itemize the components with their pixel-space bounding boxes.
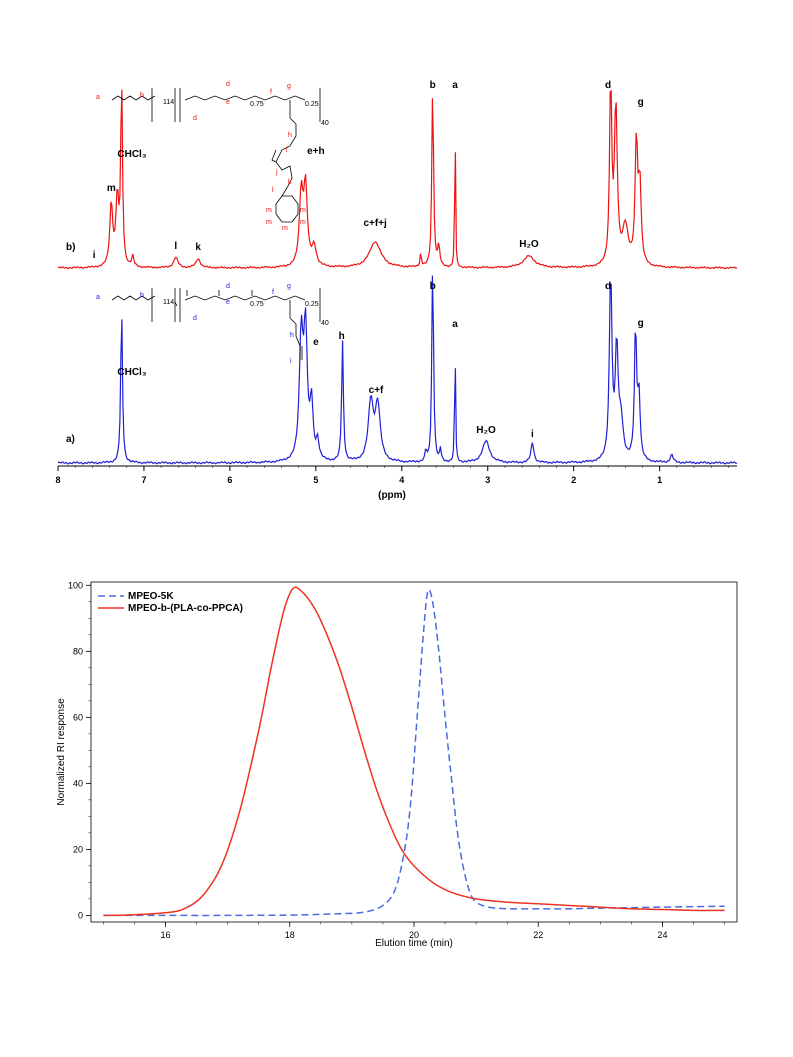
series-mpeo-5k-line bbox=[103, 588, 725, 917]
structure-b-letter-d2: d bbox=[226, 81, 230, 88]
structure-a-letter-i: i bbox=[290, 358, 292, 365]
structure-a-letter-d2: d bbox=[226, 283, 230, 290]
spectrum-b-line bbox=[57, 89, 738, 270]
structure-b-sub-114: 114 bbox=[163, 99, 174, 106]
peak-label-a-2: h bbox=[339, 331, 345, 342]
peak-label-b-10: d bbox=[605, 80, 611, 91]
structure-b-letter-h: h bbox=[288, 132, 292, 139]
nmr-tick-label-2: 2 bbox=[571, 475, 576, 485]
peak-label-b-0: CHCl₃ bbox=[117, 149, 146, 160]
structure-a-letter-b: b bbox=[140, 292, 144, 299]
gpc-y-tick-label-0: 0 bbox=[78, 910, 83, 920]
structure-a-drawing bbox=[111, 288, 321, 360]
gpc-y-tick-label-60: 60 bbox=[73, 712, 83, 722]
structure-b-letter-j: j bbox=[275, 169, 278, 176]
structure-b-letter-g: g bbox=[287, 83, 291, 90]
peak-label-a-4: b bbox=[430, 281, 436, 292]
nmr-tick-label-1: 1 bbox=[657, 475, 662, 485]
gpc-y-tick-label-40: 40 bbox=[73, 778, 83, 788]
peak-label-a-7: i bbox=[531, 429, 534, 440]
structure-b-letter-b: b bbox=[140, 92, 144, 99]
structure-b-sub-075: 0.75 bbox=[250, 101, 264, 108]
structure-a-sub-075: 0.75 bbox=[250, 301, 264, 308]
nmr-tick-label-3: 3 bbox=[485, 475, 490, 485]
gpc-y-label: Normalized RI response bbox=[56, 698, 67, 806]
peak-label-b-7: b bbox=[430, 80, 436, 91]
peak-label-a-5: a bbox=[452, 319, 458, 330]
peak-label-b-6: c+f+j bbox=[363, 218, 387, 229]
gpc-legend: MPEO-5K MPEO-b-(PLA-co-PPCA) bbox=[98, 591, 243, 614]
peak-label-b-8: a bbox=[452, 80, 458, 91]
gpc-x-tick-label-24: 24 bbox=[657, 930, 667, 940]
gpc-ticks: 16 18 20 22 24 0 20 40 60 80 100 bbox=[68, 580, 725, 940]
structure-b-sub-40: 40 bbox=[321, 120, 329, 127]
gpc-x-tick-label-16: 16 bbox=[161, 930, 171, 940]
nmr-x-label: (ppm) bbox=[378, 490, 406, 501]
peak-label-a-3: c+f bbox=[369, 385, 384, 396]
gpc-x-tick-label-18: 18 bbox=[285, 930, 295, 940]
structure-b-sub-025: 0.25 bbox=[305, 101, 319, 108]
peak-label-b-5: e+h bbox=[307, 146, 325, 157]
structure-b-letter-a: a bbox=[96, 94, 100, 101]
nmr-tick-label-7: 7 bbox=[141, 475, 146, 485]
structure-a-letter-f: f bbox=[272, 289, 274, 296]
peak-label-a-8: d bbox=[605, 281, 611, 292]
spectrum-a-line bbox=[57, 275, 738, 465]
peak-label-b-1: i bbox=[93, 250, 96, 261]
legend-label-mpeo-b: MPEO-b-(PLA-co-PPCA) bbox=[128, 603, 243, 614]
structure-a-letter-g: g bbox=[287, 283, 291, 290]
peak-label-a-6: H₂O bbox=[476, 425, 496, 436]
spectrum-b-tag: b) bbox=[66, 242, 75, 253]
structure-a-letter-d: d bbox=[193, 315, 197, 322]
structure-a-sub-40: 40 bbox=[321, 320, 329, 327]
structure-a-letter-a: a bbox=[96, 294, 100, 301]
peak-label-b-11: g bbox=[638, 97, 644, 108]
peak-label-b-3: l bbox=[174, 241, 177, 252]
structure-a-sub-114: 114 bbox=[163, 299, 174, 306]
gpc-x-tick-label-20: 20 bbox=[409, 930, 419, 940]
peak-label-a-0: CHCl₃ bbox=[117, 367, 146, 378]
structure-b-letter-m2: m bbox=[300, 207, 306, 214]
gpc-y-tick-label-20: 20 bbox=[73, 844, 83, 854]
gpc-x-tick-label-22: 22 bbox=[533, 930, 543, 940]
structure-b-letter-m3: m bbox=[282, 225, 288, 232]
gpc-x-label: Elution time (min) bbox=[375, 938, 453, 949]
structure-b-drawing bbox=[111, 88, 321, 223]
peak-label-b-4: k bbox=[195, 242, 201, 253]
nmr-tick-label-4: 4 bbox=[399, 475, 404, 485]
structure-a-sub-025: 0.25 bbox=[305, 301, 319, 308]
legend-label-mpeo-5k: MPEO-5K bbox=[128, 591, 174, 602]
structure-b-letter-l: l bbox=[272, 187, 274, 194]
structure-b-letter-f: f bbox=[270, 89, 272, 96]
structure-b-letter-m4: m bbox=[266, 219, 272, 226]
gpc-y-tick-label-100: 100 bbox=[68, 580, 83, 590]
structure-b-letter-e: e bbox=[226, 99, 230, 106]
series-mpeo-b-line bbox=[103, 586, 725, 917]
peak-label-b-9: H₂O bbox=[519, 239, 539, 250]
structure-b-letter-d: d bbox=[193, 115, 197, 122]
structure-b-letter-m5: m bbox=[300, 219, 306, 226]
structure-b-letter-m1: m bbox=[266, 207, 272, 214]
structure-b-letter-i: i bbox=[286, 147, 288, 154]
peak-label-b-2: m bbox=[107, 183, 116, 194]
nmr-peak-labels: CHCl₃ e h c+f b a H₂O i d g CHCl₃ i m l k e+h c+f+j b a H₂O… bbox=[93, 80, 644, 440]
structure-a-letter-h: h bbox=[290, 332, 294, 339]
gpc-panel: 16 18 20 22 24 0 20 40 60 80 100 Elution time (min… bbox=[56, 580, 738, 949]
nmr-x-ticks: 8 7 6 5 4 3 2 1 bbox=[55, 466, 729, 485]
nmr-tick-label-8: 8 bbox=[55, 475, 60, 485]
nmr-tick-label-6: 6 bbox=[227, 475, 232, 485]
peak-label-a-9: g bbox=[638, 318, 644, 329]
spectrum-a-tag: a) bbox=[66, 434, 75, 445]
structure-b-letter-k: k bbox=[288, 179, 292, 186]
structure-a-letter-e: e bbox=[226, 299, 230, 306]
peak-label-a-1: e bbox=[313, 337, 319, 348]
gpc-y-tick-label-80: 80 bbox=[73, 646, 83, 656]
nmr-tick-label-5: 5 bbox=[313, 475, 318, 485]
